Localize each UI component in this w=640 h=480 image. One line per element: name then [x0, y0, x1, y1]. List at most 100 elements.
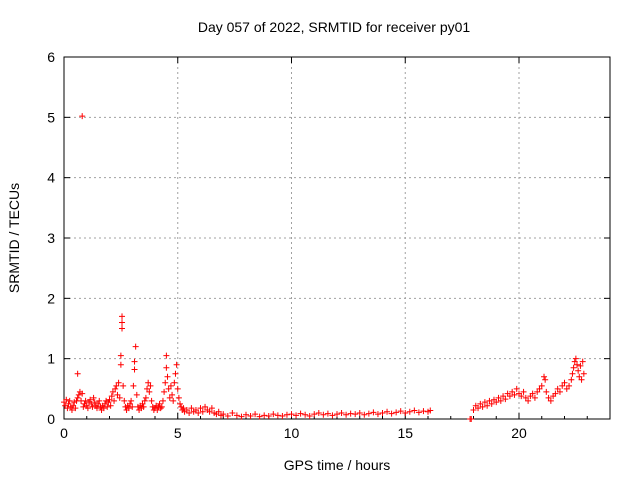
data-point: [374, 411, 381, 418]
chart-title: Day 057 of 2022, SRMTID for receiver py0…: [198, 19, 471, 35]
data-point: [130, 382, 137, 389]
data-point: [288, 411, 295, 418]
data-point: [479, 403, 486, 410]
data-point: [169, 391, 176, 398]
data-point: [170, 397, 177, 404]
data-point: [306, 412, 313, 419]
data-point: [111, 397, 118, 404]
data-point: [112, 385, 119, 392]
data-point: [166, 394, 173, 401]
data-point: [568, 376, 575, 383]
data-point: [75, 391, 82, 398]
axis-ticks: 0 5 10 15 20 0 1 2 3 4 5 6: [47, 49, 611, 441]
data-point: [74, 370, 81, 377]
data-point: [561, 379, 568, 386]
data-point: [100, 405, 107, 412]
data-point: [579, 358, 586, 365]
data-point: [171, 379, 178, 386]
data-point: [79, 113, 86, 120]
data-point: [131, 358, 138, 365]
data-point: [215, 408, 222, 415]
data-point: [552, 390, 559, 397]
data-point: [132, 343, 139, 350]
data-point: [252, 411, 259, 418]
data-point: [511, 391, 518, 398]
data-point: [186, 409, 193, 416]
data-point: [113, 382, 120, 389]
data-point: [481, 399, 488, 406]
data-point: [365, 410, 372, 417]
data-point: [133, 391, 140, 398]
data-point: [311, 411, 318, 418]
data-point: [420, 408, 427, 415]
data-point: [104, 403, 111, 410]
data-point: [393, 409, 400, 416]
y-tick-label: 4: [47, 170, 55, 186]
data-point: [570, 364, 577, 371]
data-point: [197, 405, 204, 412]
data-point: [500, 393, 507, 400]
data-point: [233, 412, 240, 419]
data-point: [121, 397, 128, 404]
data-point: [502, 396, 509, 403]
data-point: [192, 406, 199, 413]
data-point: [547, 397, 554, 404]
data-point: [538, 382, 545, 389]
y-tick-label: 0: [47, 411, 55, 427]
data-point: [108, 393, 115, 400]
data-point: [126, 400, 133, 407]
data-point: [64, 405, 71, 412]
data-point: [161, 388, 168, 395]
data-point: [397, 408, 404, 415]
data-point: [411, 407, 418, 414]
data-point: [96, 397, 103, 404]
data-point: [202, 403, 209, 410]
data-point: [159, 397, 166, 404]
data-point: [247, 412, 254, 419]
x-tick-label: 0: [60, 425, 68, 441]
data-point: [265, 412, 272, 419]
data-point: [580, 370, 587, 377]
data-point: [63, 396, 70, 403]
data-point: [571, 358, 578, 365]
data-point: [529, 390, 536, 397]
y-tick-label: 6: [47, 49, 55, 65]
data-point: [109, 388, 116, 395]
x-tick-label: 10: [284, 425, 300, 441]
data-point: [154, 406, 161, 413]
data-point: [119, 325, 126, 332]
data-point: [572, 355, 579, 362]
data-point: [384, 408, 391, 415]
data-point: [89, 403, 96, 410]
data-point: [541, 373, 548, 380]
data-point: [334, 411, 340, 418]
data-point: [144, 385, 151, 392]
data-point: [163, 364, 170, 371]
data-point: [406, 408, 413, 415]
data-point: [338, 409, 345, 416]
data-point: [302, 411, 309, 418]
data-point: [563, 385, 570, 392]
data-point: [274, 412, 281, 419]
data-point: [470, 406, 477, 413]
data-point: [65, 400, 72, 407]
data-point: [158, 403, 165, 410]
data-point: [147, 382, 154, 389]
x-axis-label: GPS time / hours: [284, 457, 391, 473]
data-point: [566, 382, 573, 389]
data-point: [188, 405, 195, 412]
data-point: [141, 397, 148, 404]
data-point: [229, 409, 236, 416]
data-point: [145, 379, 152, 386]
data-point: [520, 388, 527, 395]
y-tick-label: 3: [47, 230, 55, 246]
data-point: [297, 410, 304, 417]
data-point: [146, 388, 153, 395]
data-point: [162, 379, 169, 386]
data-point: [224, 412, 231, 419]
data-point: [531, 394, 538, 401]
data-point: [427, 407, 434, 414]
data-point: [279, 412, 286, 419]
data-point: [157, 405, 164, 412]
data-point: [556, 388, 563, 395]
